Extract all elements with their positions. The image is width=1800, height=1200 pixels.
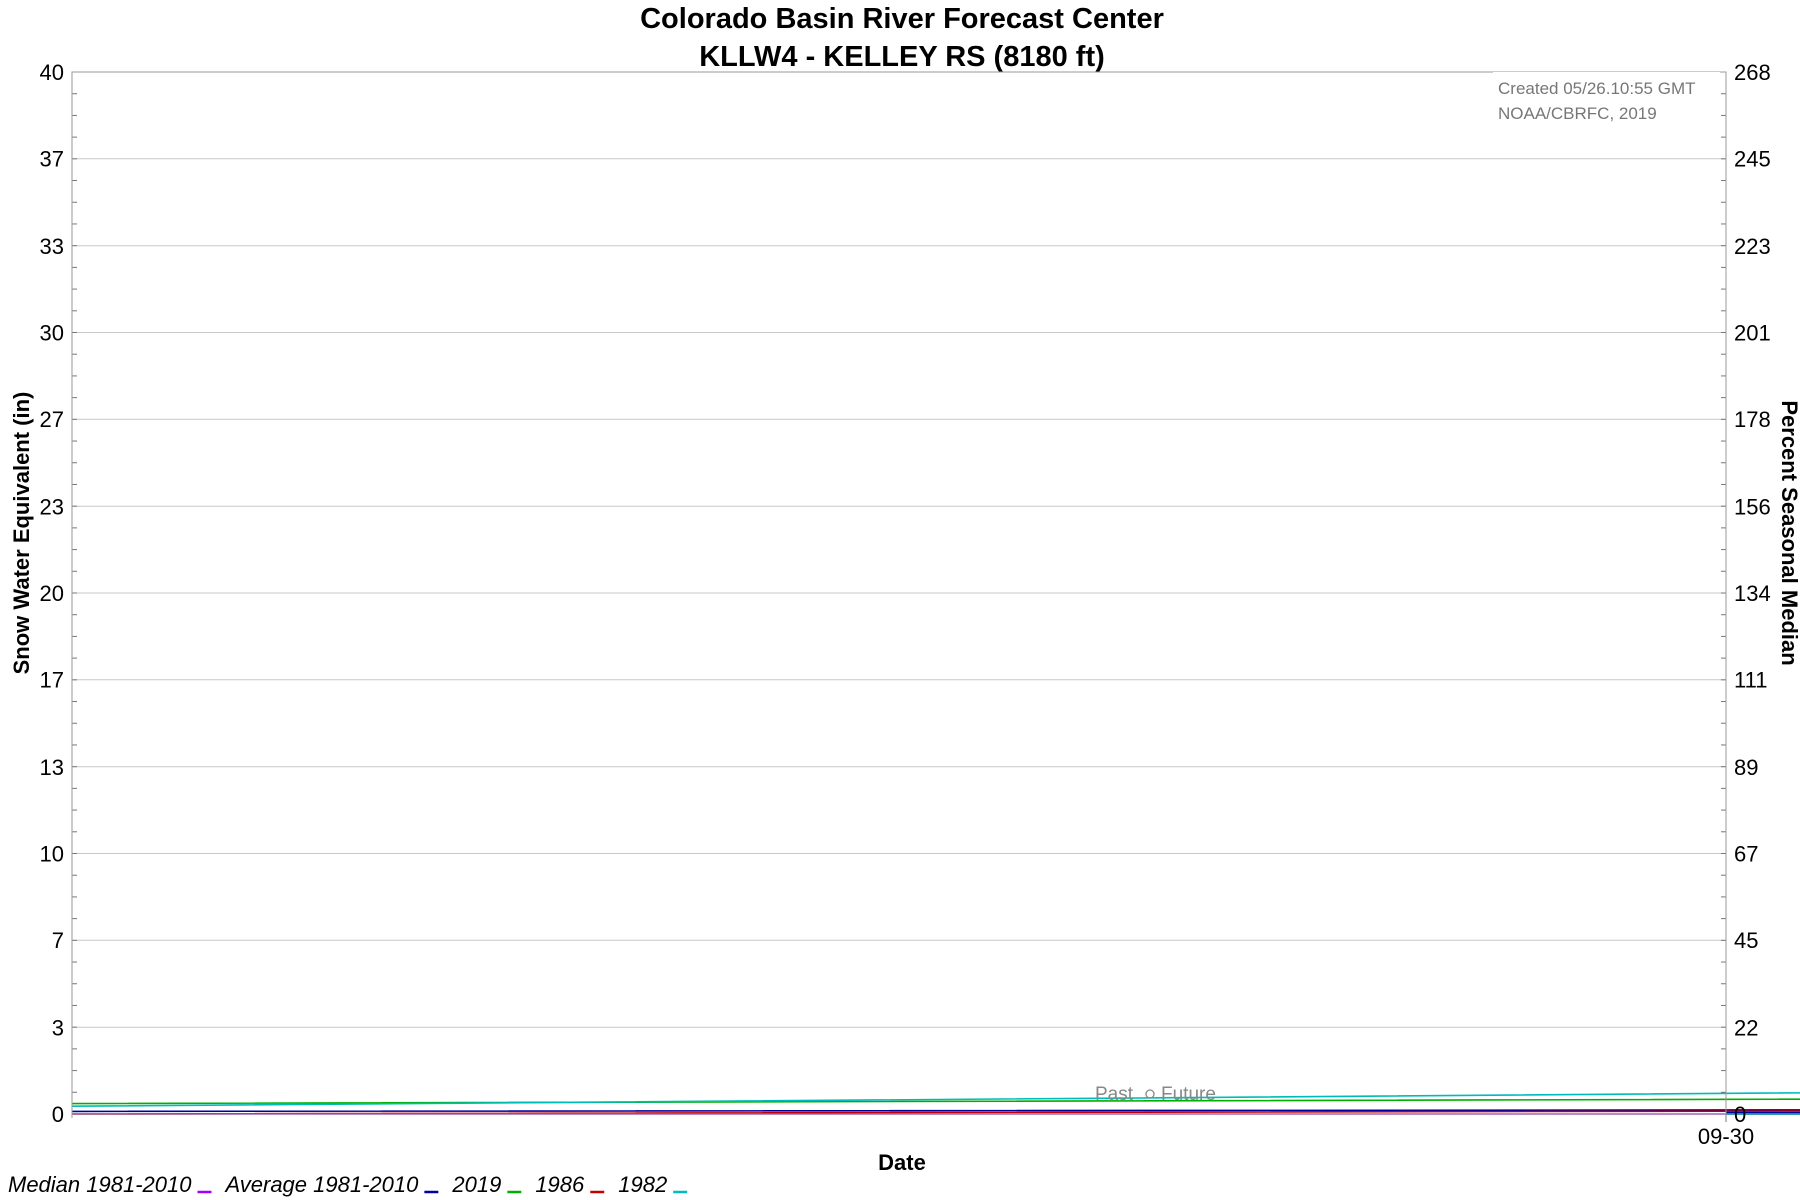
y2-tick-label: 89 [1734,755,1758,780]
chart-title: Colorado Basin River Forecast Center [640,3,1164,35]
y-tick-label: 3 [52,1015,64,1040]
legend-label-median-1981-2010: Median 1981-2010 [8,1172,192,1197]
divider-marker-icon [1145,1089,1155,1099]
y2-tick-label: 22 [1734,1015,1758,1040]
y2-axis-title: Percent Seasonal Median [1777,400,1800,665]
legend-label-average-1981-2010: Average 1981-2010 [223,1172,419,1197]
plot-frame [71,71,1727,1115]
credit-created: Created 05/26.10:55 GMT [1498,79,1696,98]
legend-label-2019: 2019 [451,1172,501,1197]
y2-tick-label: 223 [1734,234,1771,259]
y-tick-label: 20 [40,581,64,606]
y2-tick-label: 156 [1734,494,1771,519]
y-tick-label: 40 [40,60,64,85]
y-axis-title: Snow Water Equivalent (in) [9,392,34,675]
y2-tick-label: 134 [1734,581,1771,606]
y2-tick-label: 245 [1734,147,1771,172]
y2-tick-label: 178 [1734,407,1771,432]
y2-tick-label: 111 [1734,668,1767,693]
past-future-label: Past Future [1095,1084,1216,1105]
y-tick-label: 33 [40,234,64,259]
axis-titles: Date Snow Water Equivalent (in) Percent … [9,392,1800,1175]
y-tick-label: 23 [40,494,64,519]
x-axis-title: Date [878,1150,926,1175]
y-tick-label: 10 [40,842,64,867]
legend: Median 1981-2010 Average 1981-2010 2019 198… [8,1172,688,1197]
legend-label-1982: 1982 [618,1172,667,1197]
y-tick-label: 27 [40,407,64,432]
y-tick-label: 13 [40,755,64,780]
legend-label-1986: 1986 [535,1172,585,1197]
chart-subtitle: KLLW4 - KELLEY RS (8180 ft) [699,41,1105,73]
y2-tick-label: 201 [1734,321,1771,346]
title-group: Colorado Basin River Forecast Center KLL… [640,3,1164,73]
credit-org: NOAA/CBRFC, 2019 [1498,104,1657,123]
y2-tick-label: 0 [1734,1102,1746,1127]
grid-lines [72,71,1727,1115]
credit-box: Created 05/26.10:55 GMT NOAA/CBRFC, 2019 [1493,72,1720,124]
y-tick-label: 0 [52,1102,64,1127]
y2-tick-label: 45 [1734,928,1758,953]
y2-tick-label: 67 [1734,842,1758,867]
credit-background [1493,72,1720,124]
x-tick-label: 09-30 [1698,1124,1754,1149]
axes: 0 0 3 22 7 45 10 67 13 89 17 111 20 134 23 156 27 178 30 20… [40,60,1771,1149]
past-label: Past [1095,1084,1134,1105]
y-tick-label: 30 [40,321,64,346]
y-tick-label: 7 [52,928,64,953]
y2-tick-label: 268 [1734,60,1771,85]
y-tick-label: 37 [40,147,64,172]
y-tick-label: 17 [40,668,64,693]
future-label: Future [1161,1084,1216,1105]
